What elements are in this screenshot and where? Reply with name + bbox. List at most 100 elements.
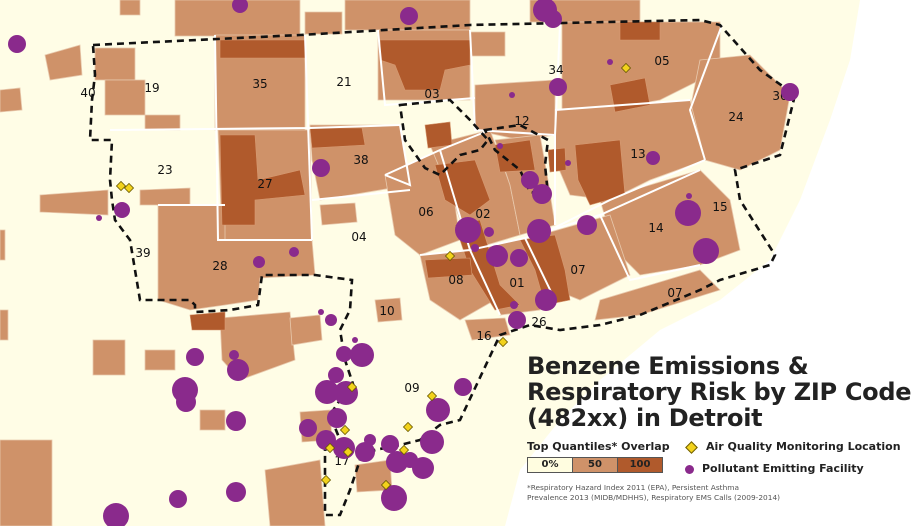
monitor-diamond	[324, 442, 336, 454]
zip-label-06: 06	[418, 205, 433, 219]
facility-dot	[527, 219, 551, 243]
monitor-diamond	[444, 250, 456, 262]
zip-boundaries	[109, 24, 723, 316]
facility-dot	[8, 35, 26, 53]
facility-dot	[312, 159, 330, 177]
ramp-mid: 50	[572, 457, 618, 473]
facility-dot	[328, 367, 344, 383]
facility-dot	[454, 378, 472, 396]
facility-dot	[350, 343, 374, 367]
facility-dot	[675, 200, 701, 226]
facility-dot	[521, 171, 539, 189]
legend-facility-row: Pollutant Emitting Facility	[685, 462, 864, 475]
facility-dot	[549, 78, 567, 96]
facility-dot	[386, 451, 408, 473]
zip-label-14: 14	[648, 221, 663, 235]
legend-monitor-row: Air Quality Monitoring Location	[685, 440, 901, 454]
facility-dot	[381, 435, 399, 453]
zip-label-13: 13	[630, 147, 645, 161]
zip-label-34: 34	[548, 63, 563, 77]
monitor-diamond-icon	[685, 440, 698, 454]
monitor-diamond	[402, 421, 414, 433]
facility-dot	[103, 503, 129, 526]
zip-label-10: 10	[379, 304, 394, 318]
ramp-low: 0%	[527, 457, 573, 473]
zip-label-28: 28	[212, 259, 227, 273]
facility-dot	[229, 350, 239, 360]
facility-dot	[226, 411, 246, 431]
zip-label-38: 38	[353, 153, 368, 167]
zip-label-21: 21	[336, 75, 351, 89]
facility-dot	[381, 485, 407, 511]
zip-label-05: 05	[654, 54, 669, 68]
facility-dot	[577, 215, 597, 235]
monitor-diamond	[123, 182, 135, 194]
facility-dot	[686, 193, 692, 199]
monitor-diamond	[620, 62, 632, 74]
facility-dot	[176, 392, 196, 412]
zip-label-12: 12	[514, 114, 529, 128]
facility-dot	[535, 289, 557, 311]
facility-dot	[227, 359, 249, 381]
zip-label-04: 04	[351, 230, 366, 244]
facilities	[8, 0, 799, 526]
facility-dot-icon	[685, 464, 694, 474]
monitors	[115, 62, 632, 491]
monitor-diamond	[398, 444, 410, 456]
legend-monitor-label: Air Quality Monitoring Location	[706, 440, 901, 453]
facility-dot	[226, 482, 246, 502]
facility-dot	[169, 490, 187, 508]
monitor-diamond	[115, 180, 127, 192]
zip-label-26: 26	[531, 315, 546, 329]
facility-dot	[693, 238, 719, 264]
facility-dot	[509, 92, 515, 98]
facility-dot	[455, 217, 481, 243]
facility-dot	[336, 346, 352, 362]
monitor-diamond	[426, 390, 438, 402]
zip-label-07: 07	[570, 263, 585, 277]
zip-label-19: 19	[144, 81, 159, 95]
detroit-boundary	[88, 18, 797, 517]
facility-dot	[565, 160, 571, 166]
facility-dot	[532, 184, 552, 204]
zip-label-08: 08	[448, 273, 463, 287]
zip-label-01: 01	[509, 276, 524, 290]
facility-dot	[352, 337, 358, 343]
facility-dot	[484, 227, 494, 237]
facility-dot	[607, 59, 613, 65]
facility-dot	[299, 419, 317, 437]
facility-dot	[186, 348, 204, 366]
facility-dot	[355, 442, 375, 462]
zip-label-23: 23	[157, 163, 172, 177]
zip-label-40: 40	[80, 86, 95, 100]
facility-dot	[333, 437, 355, 459]
facility-dot	[400, 7, 418, 25]
title-line-3: (482xx) in Detroit	[527, 404, 763, 432]
facility-dot	[253, 256, 265, 268]
zip-label-16: 16	[476, 329, 491, 343]
facility-dot	[510, 301, 518, 309]
facility-dot	[96, 215, 102, 221]
facility-dot	[420, 430, 444, 454]
facility-dot	[486, 245, 508, 267]
footnote: *Respiratory Hazard Index 2011 (EPA), Pe…	[527, 483, 867, 503]
footnote-line-1: *Respiratory Hazard Index 2011 (EPA), Pe…	[527, 483, 739, 492]
facility-dot	[325, 314, 337, 326]
zip-label-35: 35	[252, 77, 267, 91]
monitor-diamond	[339, 424, 351, 436]
footnote-line-2: Prevalence 2013 (MIDB/MDHHS), Respirator…	[527, 493, 781, 502]
zip-label-02: 02	[475, 207, 490, 221]
highland-park-boundary	[398, 98, 490, 177]
map-title: Benzene Emissions & Respiratory Risk by …	[527, 353, 917, 431]
facility-dot	[510, 249, 528, 267]
facility-dot	[471, 244, 479, 252]
monitor-diamond	[497, 336, 509, 348]
zip-label-03: 03	[424, 87, 439, 101]
zip-label-07: 07	[667, 286, 682, 300]
zip-label-27: 27	[257, 177, 272, 191]
monitor-diamond	[342, 446, 354, 458]
facility-dot	[318, 309, 324, 315]
facility-dot	[289, 247, 299, 257]
